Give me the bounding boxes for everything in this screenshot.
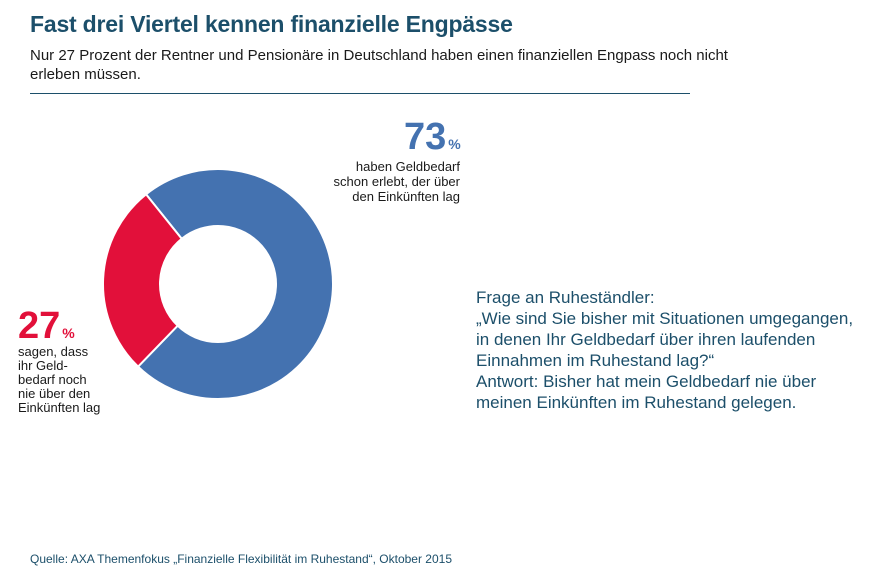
question-text: Frage an Ruheständler: „Wie sind Sie bis… [476,288,854,370]
answer-text: Antwort: Bisher hat mein Geldbedarf nie … [476,372,817,412]
value-label-73: 73% [404,118,461,163]
donut-slice-27 [102,192,184,369]
value-27-percent: % [62,325,75,341]
desc-27-line-2: ihr Geld- [18,358,68,373]
desc-73-line-3: den Einkünften lag [352,189,460,204]
divider [30,93,690,94]
slice-description-73: haben Geldbedarf schon erlebt, der über de… [290,159,460,204]
value-label-27: 27% [18,307,75,352]
source-note: Quelle: AXA Themenfokus „Finanzielle Fle… [30,552,452,566]
desc-27-line-1: sagen, dass [18,344,89,359]
desc-73-line-2: schon erlebt, der über [333,174,460,189]
question-block: Frage an Ruheständler: „Wie sind Sie bis… [476,287,861,413]
page-subtitle: Nur 27 Prozent der Rentner und Pensionär… [30,47,728,83]
desc-27-line-5: Einkünften lag [18,400,101,415]
desc-27-line-3: bedarf noch [18,372,87,387]
value-73-number: 73 [404,116,447,158]
value-73-percent: % [448,136,461,152]
donut-slice-73 [136,168,334,400]
desc-27-line-4: nie über den [18,386,91,401]
desc-73-line-1: haben Geldbedarf [355,159,460,174]
slice-description-27: sagen, dass ihr Geld-bedarf noch nie über … [18,345,118,415]
value-27-number: 27 [18,305,61,347]
page-title: Fast drei Viertel kennen finanzielle Eng… [30,11,513,37]
